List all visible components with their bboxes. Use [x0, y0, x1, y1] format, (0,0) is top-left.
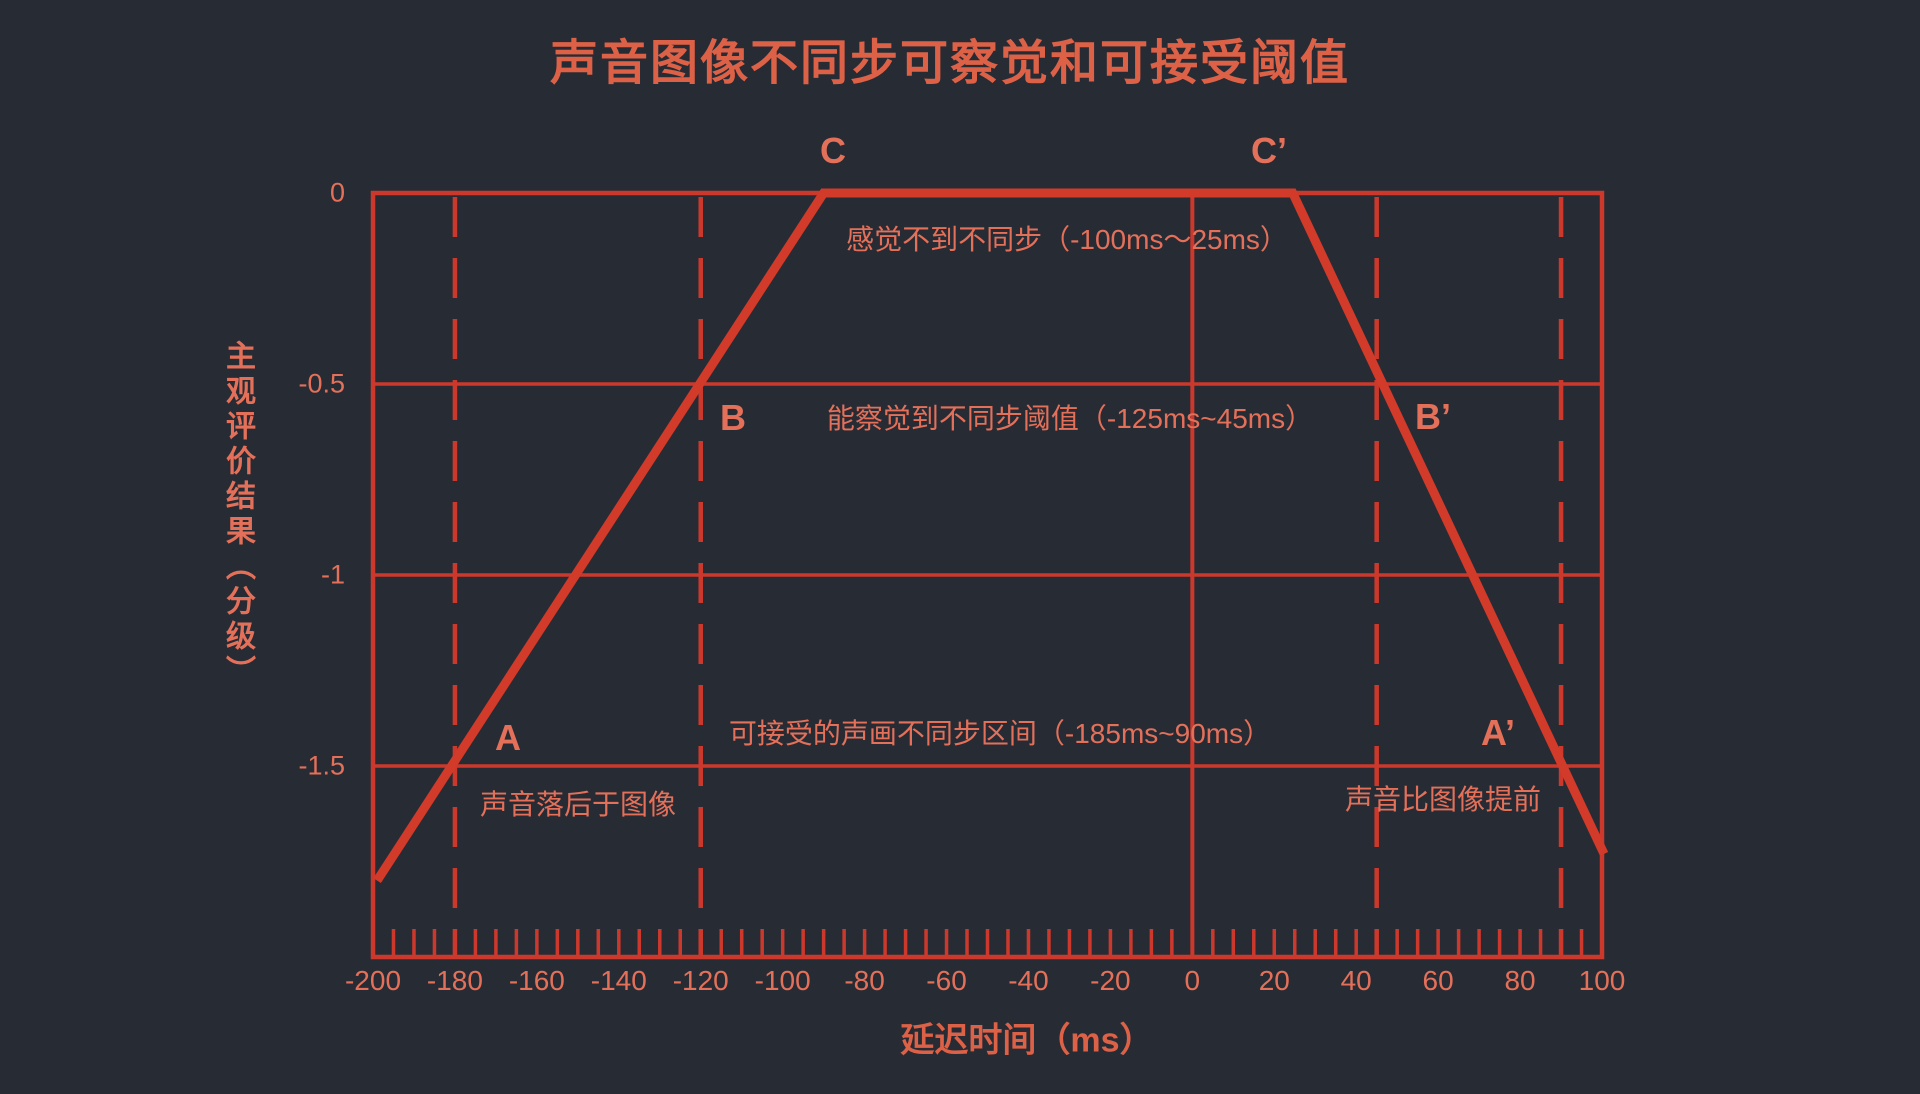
threshold-curve [373, 188, 1609, 884]
y-tick-label: -0.5 [298, 368, 345, 399]
x-tick-label: -120 [672, 965, 729, 996]
key-point-label: A [495, 717, 521, 758]
annotation: 可接受的声画不同步区间（-185ms~90ms） [728, 718, 1272, 749]
key-point-label: B [720, 397, 746, 438]
x-tick-label: 40 [1340, 965, 1372, 996]
x-tick-label: -80 [844, 965, 885, 996]
x-tick-label: -140 [590, 965, 647, 996]
key-point-label: A’ [1480, 712, 1516, 753]
x-tick-label: -160 [508, 965, 565, 996]
annotation: 声音落后于图像 [479, 789, 677, 820]
chart-title: 声音图像不同步可察觉和可接受阈值 [549, 37, 1351, 90]
x-axis-title: 延迟时间（ms） [900, 1021, 1154, 1060]
x-tick-label: 80 [1504, 965, 1536, 996]
key-point-label: C [820, 130, 846, 171]
x-tick-label: -20 [1090, 965, 1131, 996]
x-tick-label: 20 [1258, 965, 1290, 996]
x-tick-label: -40 [1008, 965, 1049, 996]
y-tick-label: -1 [320, 559, 345, 590]
x-tick-label: -180 [426, 965, 483, 996]
y-tick-label: -1.5 [298, 750, 345, 781]
x-tick-label: -200 [344, 965, 402, 996]
annotation: 声音比图像提前 [1344, 784, 1542, 815]
annotation: 感觉不到不同步（-100ms～25ms） [846, 224, 1288, 255]
y-tick-label: 0 [329, 177, 345, 208]
key-point-label: C’ [1251, 130, 1287, 171]
x-tick-label: 100 [1578, 965, 1626, 996]
x-tick-label: 0 [1184, 965, 1201, 996]
key-point-label: B’ [1415, 396, 1451, 437]
y-axis-title: 主观评价结果（分级） [221, 340, 254, 690]
x-tick-label: 60 [1422, 965, 1454, 996]
x-tick-label: -100 [754, 965, 811, 996]
x-tick-label: -60 [926, 965, 967, 996]
annotation: 能察觉到不同步阈值（-125ms~45ms） [826, 403, 1314, 434]
